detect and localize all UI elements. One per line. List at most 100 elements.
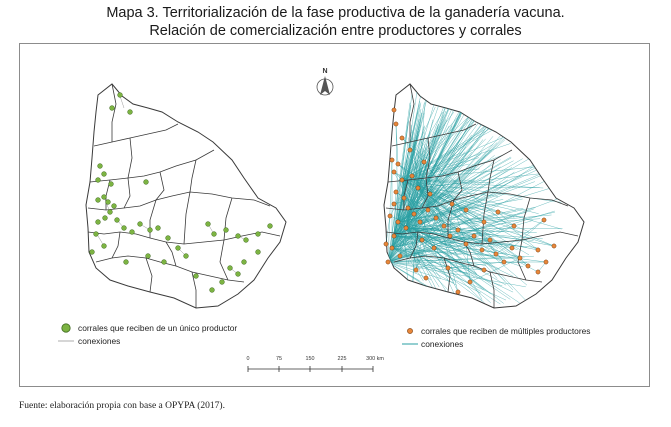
multi-producer-pen [421, 159, 427, 165]
multi-producer-pen [525, 263, 531, 269]
multi-producer-pen [391, 107, 397, 113]
scale-tick-300: 300 km [366, 356, 384, 362]
multi-producer-pen [413, 267, 419, 273]
multi-producer-pen [395, 161, 401, 167]
connection-line [469, 257, 521, 283]
multi-producer-pen [411, 211, 417, 217]
multi-producer-pen [417, 219, 423, 225]
connection-line [399, 197, 405, 257]
single-producer-pen [137, 221, 143, 227]
multi-producer-pen [441, 223, 447, 229]
single-producer-pen [143, 179, 149, 185]
connection-line [401, 136, 506, 181]
title-line-1: Mapa 3. Territorialización de la fase pr… [106, 5, 565, 21]
multi-producer-pen [415, 185, 421, 191]
single-producer-pen [129, 229, 135, 235]
multi-producer-pen [401, 195, 407, 201]
right-legend: corrales que reciben de múltiples produc… [402, 326, 590, 349]
connection-line [393, 235, 455, 282]
multi-producer-pen [449, 201, 455, 207]
connection-line [397, 163, 485, 223]
single-producer-pen [193, 273, 199, 279]
single-producer-pen [127, 109, 133, 115]
north-arrow: N [316, 68, 334, 96]
multi-producer-pen [433, 215, 439, 221]
connection-line [401, 179, 475, 279]
multi-producer-pen [541, 217, 547, 223]
connection-line [401, 179, 485, 223]
title-line-2: Relación de comercialización entre produ… [149, 23, 522, 39]
connection-line [423, 161, 505, 263]
single-producer-pen [121, 225, 127, 231]
single-producer-pen [209, 287, 215, 293]
connection-line [417, 120, 447, 189]
single-producer-pen [145, 253, 151, 259]
connection-line [395, 123, 399, 223]
right-map [383, 83, 585, 309]
connection-line [511, 219, 545, 249]
connection-line [417, 187, 514, 291]
multi-producer-pen [463, 241, 469, 247]
multi-producer-pen [387, 213, 393, 219]
single-producer-pen [255, 231, 261, 237]
single-producer-pen [267, 223, 273, 229]
connection-line [393, 217, 437, 237]
connection-line [405, 109, 462, 229]
multi-producer-pen [407, 147, 413, 153]
single-producer-pen [205, 221, 211, 227]
left-department-borders [87, 83, 281, 308]
connection-line [393, 193, 431, 205]
multi-producer-pen [405, 205, 411, 211]
single-producer-pen [101, 171, 107, 177]
connection-line [393, 235, 514, 293]
single-producer-pen [147, 227, 153, 233]
connection-line [465, 243, 471, 283]
connection-line [397, 221, 439, 300]
connection-line [495, 219, 545, 255]
connection-line [417, 187, 528, 303]
scale-tick-225: 225 [338, 356, 347, 362]
single-producer-pen [111, 203, 117, 209]
connection-line [433, 247, 547, 263]
connection-line [391, 151, 483, 249]
single-producer-pen [227, 265, 233, 271]
connection-line [401, 179, 494, 184]
connection-line [387, 259, 423, 263]
multi-producer-pen [481, 267, 487, 273]
multi-producer-pen [391, 169, 397, 175]
multi-producer-pen [391, 233, 397, 239]
connection-line [451, 203, 555, 247]
source-note: Fuente: elaboración propia con base a OP… [19, 401, 225, 411]
legend-multi-point-icon [407, 328, 413, 334]
multi-producer-pen [517, 255, 523, 261]
connection-line [391, 247, 486, 266]
right-points [383, 107, 557, 295]
single-producer-pen [89, 249, 95, 255]
connection-line [385, 215, 391, 245]
multi-producer-pen [535, 269, 541, 275]
connection-line [387, 198, 558, 263]
connection-line [393, 191, 397, 237]
connection-line [393, 166, 562, 237]
multi-producer-pen [385, 259, 391, 265]
single-producer-pen [107, 209, 113, 215]
single-producer-pen [117, 92, 123, 98]
multi-producer-pen [395, 219, 401, 225]
connection-line [403, 197, 555, 247]
single-producer-pen [93, 231, 99, 237]
multi-producer-pen [479, 247, 485, 253]
connection-line [417, 187, 437, 219]
connection-line [397, 105, 445, 223]
multi-producer-pen [391, 201, 397, 207]
multi-producer-pen [471, 233, 477, 239]
single-producer-pen [101, 194, 107, 200]
connection-line [449, 203, 453, 237]
connection-line [397, 221, 485, 290]
multi-producer-pen [419, 237, 425, 243]
connection-line [393, 92, 413, 237]
connection-line [387, 261, 420, 282]
connection-line [415, 217, 437, 271]
multi-producer-pen [455, 289, 461, 295]
multi-producer-pen [427, 191, 433, 197]
map-frame [19, 43, 650, 387]
